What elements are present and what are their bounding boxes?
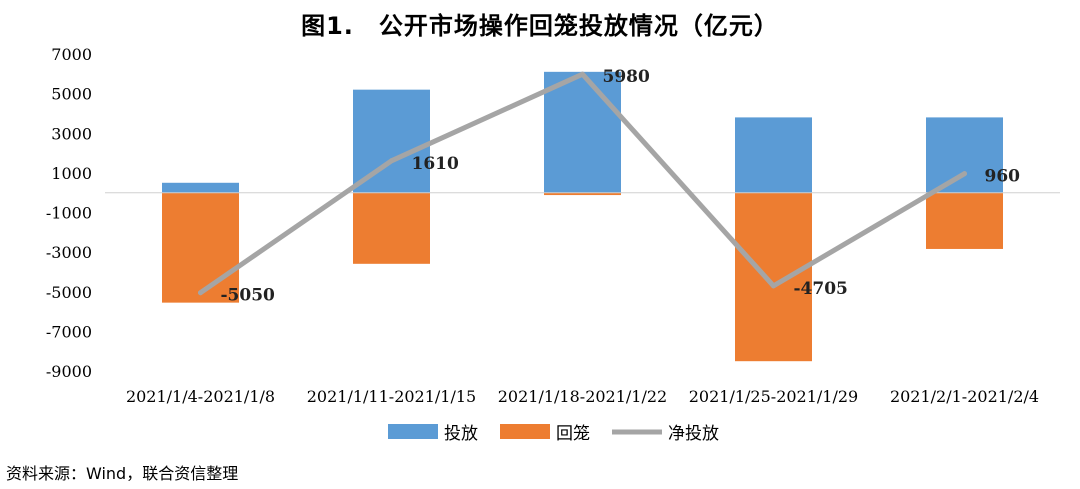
y-tick-label: 3000 <box>51 124 92 143</box>
net-line-point <box>771 283 776 289</box>
x-category-label: 2021/2/1-2021/2/4 <box>890 387 1039 406</box>
x-axis: 2021/1/4-2021/1/8 2021/1/11-2021/1/15 2021… <box>126 387 1039 406</box>
bar-inflow <box>544 71 621 193</box>
y-tick-label: -7000 <box>46 322 92 341</box>
legend-swatch <box>388 424 438 439</box>
data-label: -5050 <box>221 286 276 306</box>
chart-title: 图1. 公开市场操作回笼投放情况（亿元） <box>301 12 779 40</box>
net-line-point <box>389 158 394 164</box>
bar-inflow <box>162 182 239 193</box>
y-tick-label: -5000 <box>46 283 92 302</box>
bar-outflow <box>544 192 621 196</box>
data-label: 960 <box>985 167 1021 187</box>
y-tick-label: 7000 <box>51 45 92 64</box>
bar-outflow <box>926 192 1003 249</box>
legend: 投放 回笼 净投放 <box>388 424 719 444</box>
net-line-point <box>962 171 967 177</box>
net-line-point <box>580 71 585 77</box>
y-tick-label: -3000 <box>46 243 92 262</box>
data-label: 5980 <box>603 67 650 87</box>
bar-outflow <box>162 192 239 303</box>
y-tick-label: -1000 <box>46 204 92 223</box>
bar-inflow <box>926 117 1003 193</box>
bars <box>162 71 1003 362</box>
y-tick-label: 5000 <box>51 85 92 104</box>
x-category-label: 2021/1/11-2021/1/15 <box>307 387 476 406</box>
data-label: -4705 <box>794 279 848 299</box>
bar-inflow <box>735 117 812 193</box>
net-line-point <box>198 290 203 296</box>
y-tick-label: -9000 <box>46 362 92 381</box>
y-tick-label: 1000 <box>51 164 92 183</box>
legend-label: 净投放 <box>668 424 719 444</box>
bar-outflow <box>353 192 430 264</box>
x-category-label: 2021/1/18-2021/1/22 <box>498 387 667 406</box>
source-note: 资料来源：Wind，联合资信整理 <box>6 464 239 483</box>
y-axis: 7000 5000 3000 1000 -1000 -3000 -5000 -7000 -900… <box>46 45 92 381</box>
bar-outflow <box>735 192 812 362</box>
legend-label: 回笼 <box>556 424 590 444</box>
x-category-label: 2021/1/4-2021/1/8 <box>126 387 275 406</box>
data-labels: -5050 1610 5980 -4705 960 <box>221 67 1021 306</box>
legend-label: 投放 <box>444 424 478 444</box>
legend-swatch <box>500 424 550 439</box>
data-label: 1610 <box>412 154 459 174</box>
net-line-series <box>198 71 967 296</box>
x-category-label: 2021/1/25-2021/1/29 <box>689 387 858 406</box>
